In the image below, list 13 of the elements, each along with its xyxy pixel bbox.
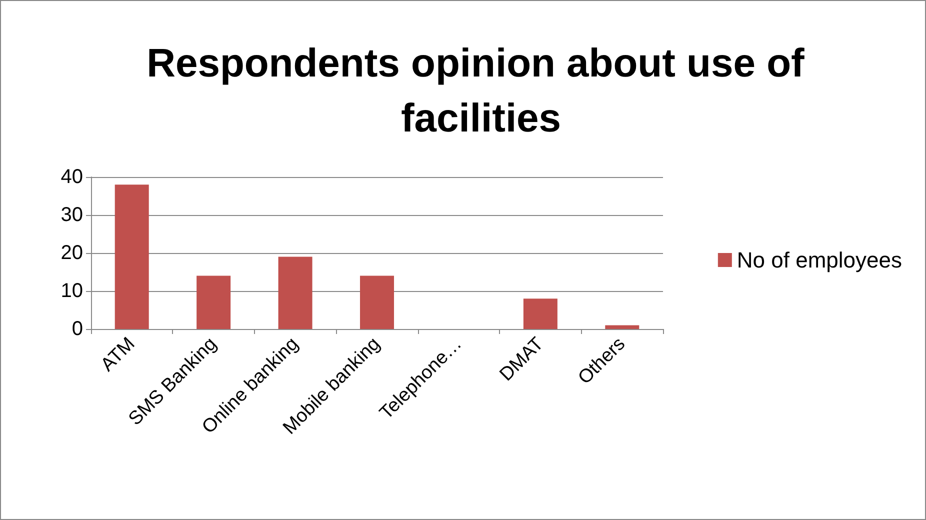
y-tick-label: 0 [72,318,83,340]
bar [360,276,394,329]
bar [523,298,558,329]
bar [278,256,312,329]
y-tick-label: 30 [60,204,83,226]
legend-label: No of employees [736,248,902,272]
chart-title: Respondents opinion about use of facilities [146,42,816,140]
y-tick-label: 20 [60,242,83,264]
bar [114,184,149,329]
bar [605,325,640,329]
y-tick-label: 10 [60,280,83,302]
y-tick-label: 40 [60,166,83,188]
bar [196,276,231,329]
